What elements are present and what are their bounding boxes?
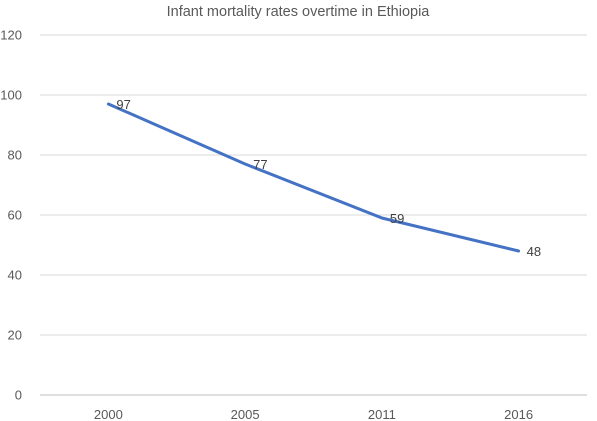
x-tick-label: 2016 [504, 407, 533, 421]
series-line [106, 102, 521, 253]
y-tick-label: 40 [8, 268, 22, 283]
y-tick-label: 20 [8, 328, 22, 343]
series-layer [106, 102, 521, 253]
x-axis-tick-labels: 2000 2005 2011 2016 [94, 407, 533, 421]
gridlines [40, 34, 587, 396]
data-label: 48 [527, 244, 541, 259]
y-tick-label: 0 [15, 388, 22, 403]
data-label: 59 [390, 211, 404, 226]
y-tick-label: 60 [8, 208, 22, 223]
data-labels: 97 77 59 48 [116, 97, 541, 259]
data-label: 77 [253, 157, 267, 172]
y-axis-tick-labels: 0 20 40 60 80 100 120 [0, 28, 22, 403]
x-tick-label: 2000 [94, 407, 123, 421]
y-tick-label: 100 [0, 88, 22, 103]
x-tick-label: 2005 [231, 407, 260, 421]
data-label: 97 [116, 97, 130, 112]
y-tick-label: 120 [0, 28, 22, 43]
y-tick-label: 80 [8, 148, 22, 163]
chart-title: Infant mortality rates overtime in Ethio… [167, 4, 431, 20]
x-tick-label: 2011 [368, 407, 396, 421]
